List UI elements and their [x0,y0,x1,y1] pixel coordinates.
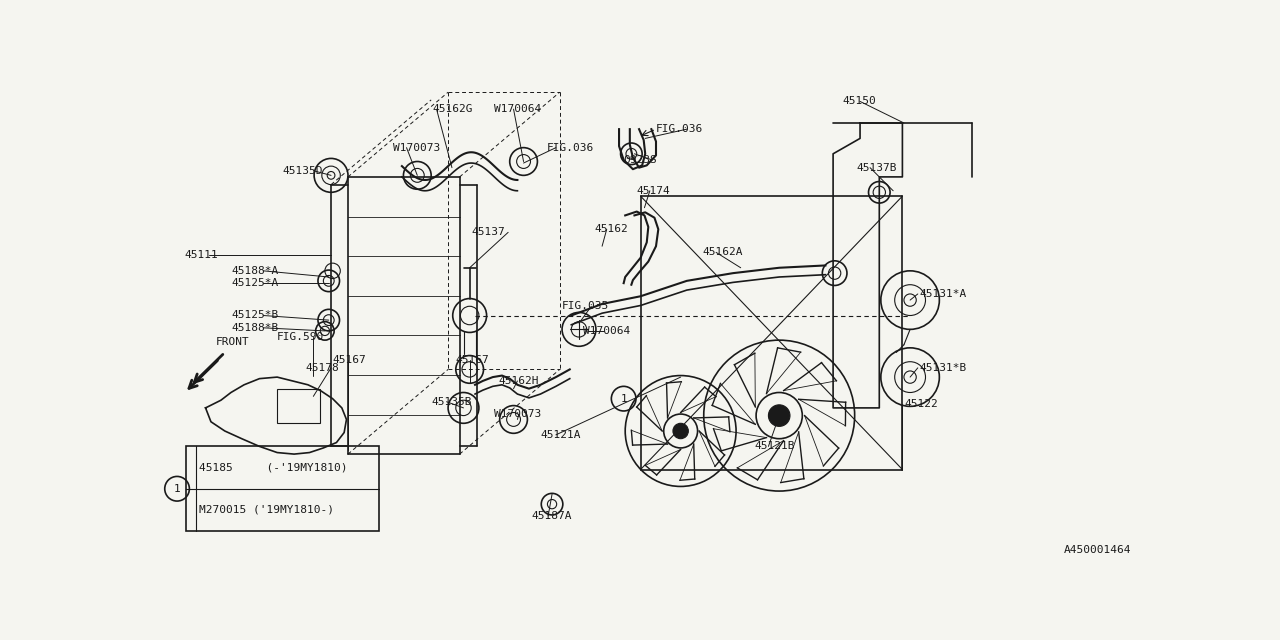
Text: 1: 1 [174,484,180,493]
Text: 45131*B: 45131*B [919,363,966,373]
Text: 0923S: 0923S [623,155,658,165]
Text: 45167: 45167 [333,355,366,365]
Text: 45121B: 45121B [755,442,795,451]
Text: 45162A: 45162A [703,247,742,257]
Text: 45125*A: 45125*A [230,278,278,288]
Text: 1: 1 [621,394,627,404]
Text: 45178: 45178 [306,363,339,373]
Text: 45162: 45162 [594,224,628,234]
Text: 45162H: 45162H [498,376,539,386]
Text: 45137B: 45137B [856,163,897,173]
Text: FIG.035: FIG.035 [562,301,609,311]
Bar [278,388,320,423]
Bar [187,447,379,531]
Text: M270015 ('19MY1810-): M270015 ('19MY1810-) [198,504,334,515]
Text: W170073: W170073 [393,143,440,152]
Text: A450001464: A450001464 [1064,545,1132,556]
Circle shape [673,423,689,438]
Text: FIG.036: FIG.036 [547,143,594,152]
Text: 45125*B: 45125*B [230,310,278,321]
Text: W170064: W170064 [582,326,630,336]
Text: 45174: 45174 [636,186,671,196]
Text: 45122: 45122 [904,399,938,409]
Text: 45121A: 45121A [540,430,581,440]
Text: 45162G: 45162G [433,104,474,114]
Text: FIG.036: FIG.036 [657,124,703,134]
Text: 45167: 45167 [456,355,489,365]
Text: 45131*A: 45131*A [919,289,966,299]
Text: 45188*A: 45188*A [230,266,278,276]
Text: 45188*B: 45188*B [230,323,278,333]
Text: 45150: 45150 [842,97,876,106]
Text: 45137: 45137 [471,227,504,237]
Text: 45135B: 45135B [431,397,471,407]
Text: 45187A: 45187A [531,511,572,521]
Text: W170073: W170073 [494,409,541,419]
Text: 45111: 45111 [184,250,219,260]
Text: FRONT: FRONT [215,337,250,348]
Circle shape [768,405,790,426]
Text: FIG.590: FIG.590 [278,332,324,342]
Text: W170064: W170064 [494,104,541,114]
Text: 45135D: 45135D [283,166,323,176]
Text: 45185     (-'19MY1810): 45185 (-'19MY1810) [198,463,347,473]
